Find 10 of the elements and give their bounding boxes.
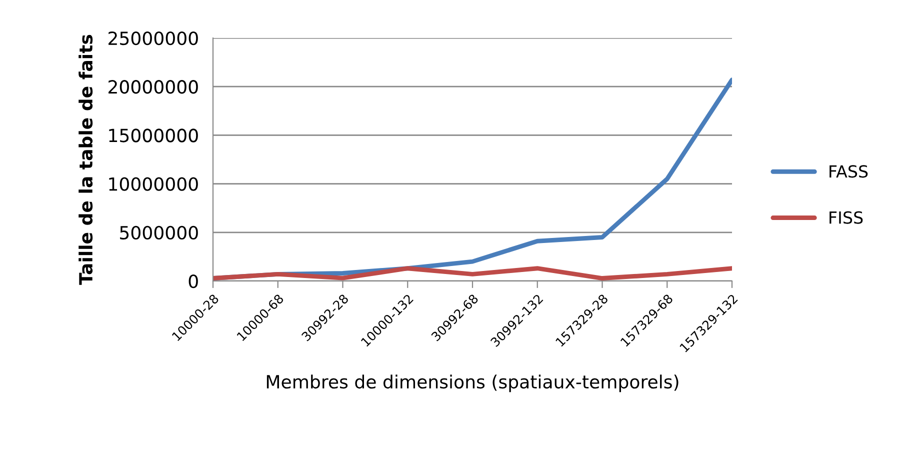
- y-tick-label: 25000000: [108, 31, 198, 46]
- y-tick-label: 5000000: [120, 226, 198, 240]
- y-tick-label: 15000000: [109, 128, 198, 142]
- legend-label: FISS: [830, 211, 863, 224]
- legend-label: FASS: [830, 165, 868, 178]
- x-axis-title: Membres de dimensions (spatiaux-temporels): [266, 374, 678, 392]
- y-tick-label: 0: [188, 274, 198, 288]
- y-axis-title: Taille de la table de faits: [78, 34, 93, 285]
- y-tick-label: 10000000: [109, 177, 198, 191]
- y-tick-label: 20000000: [108, 80, 198, 94]
